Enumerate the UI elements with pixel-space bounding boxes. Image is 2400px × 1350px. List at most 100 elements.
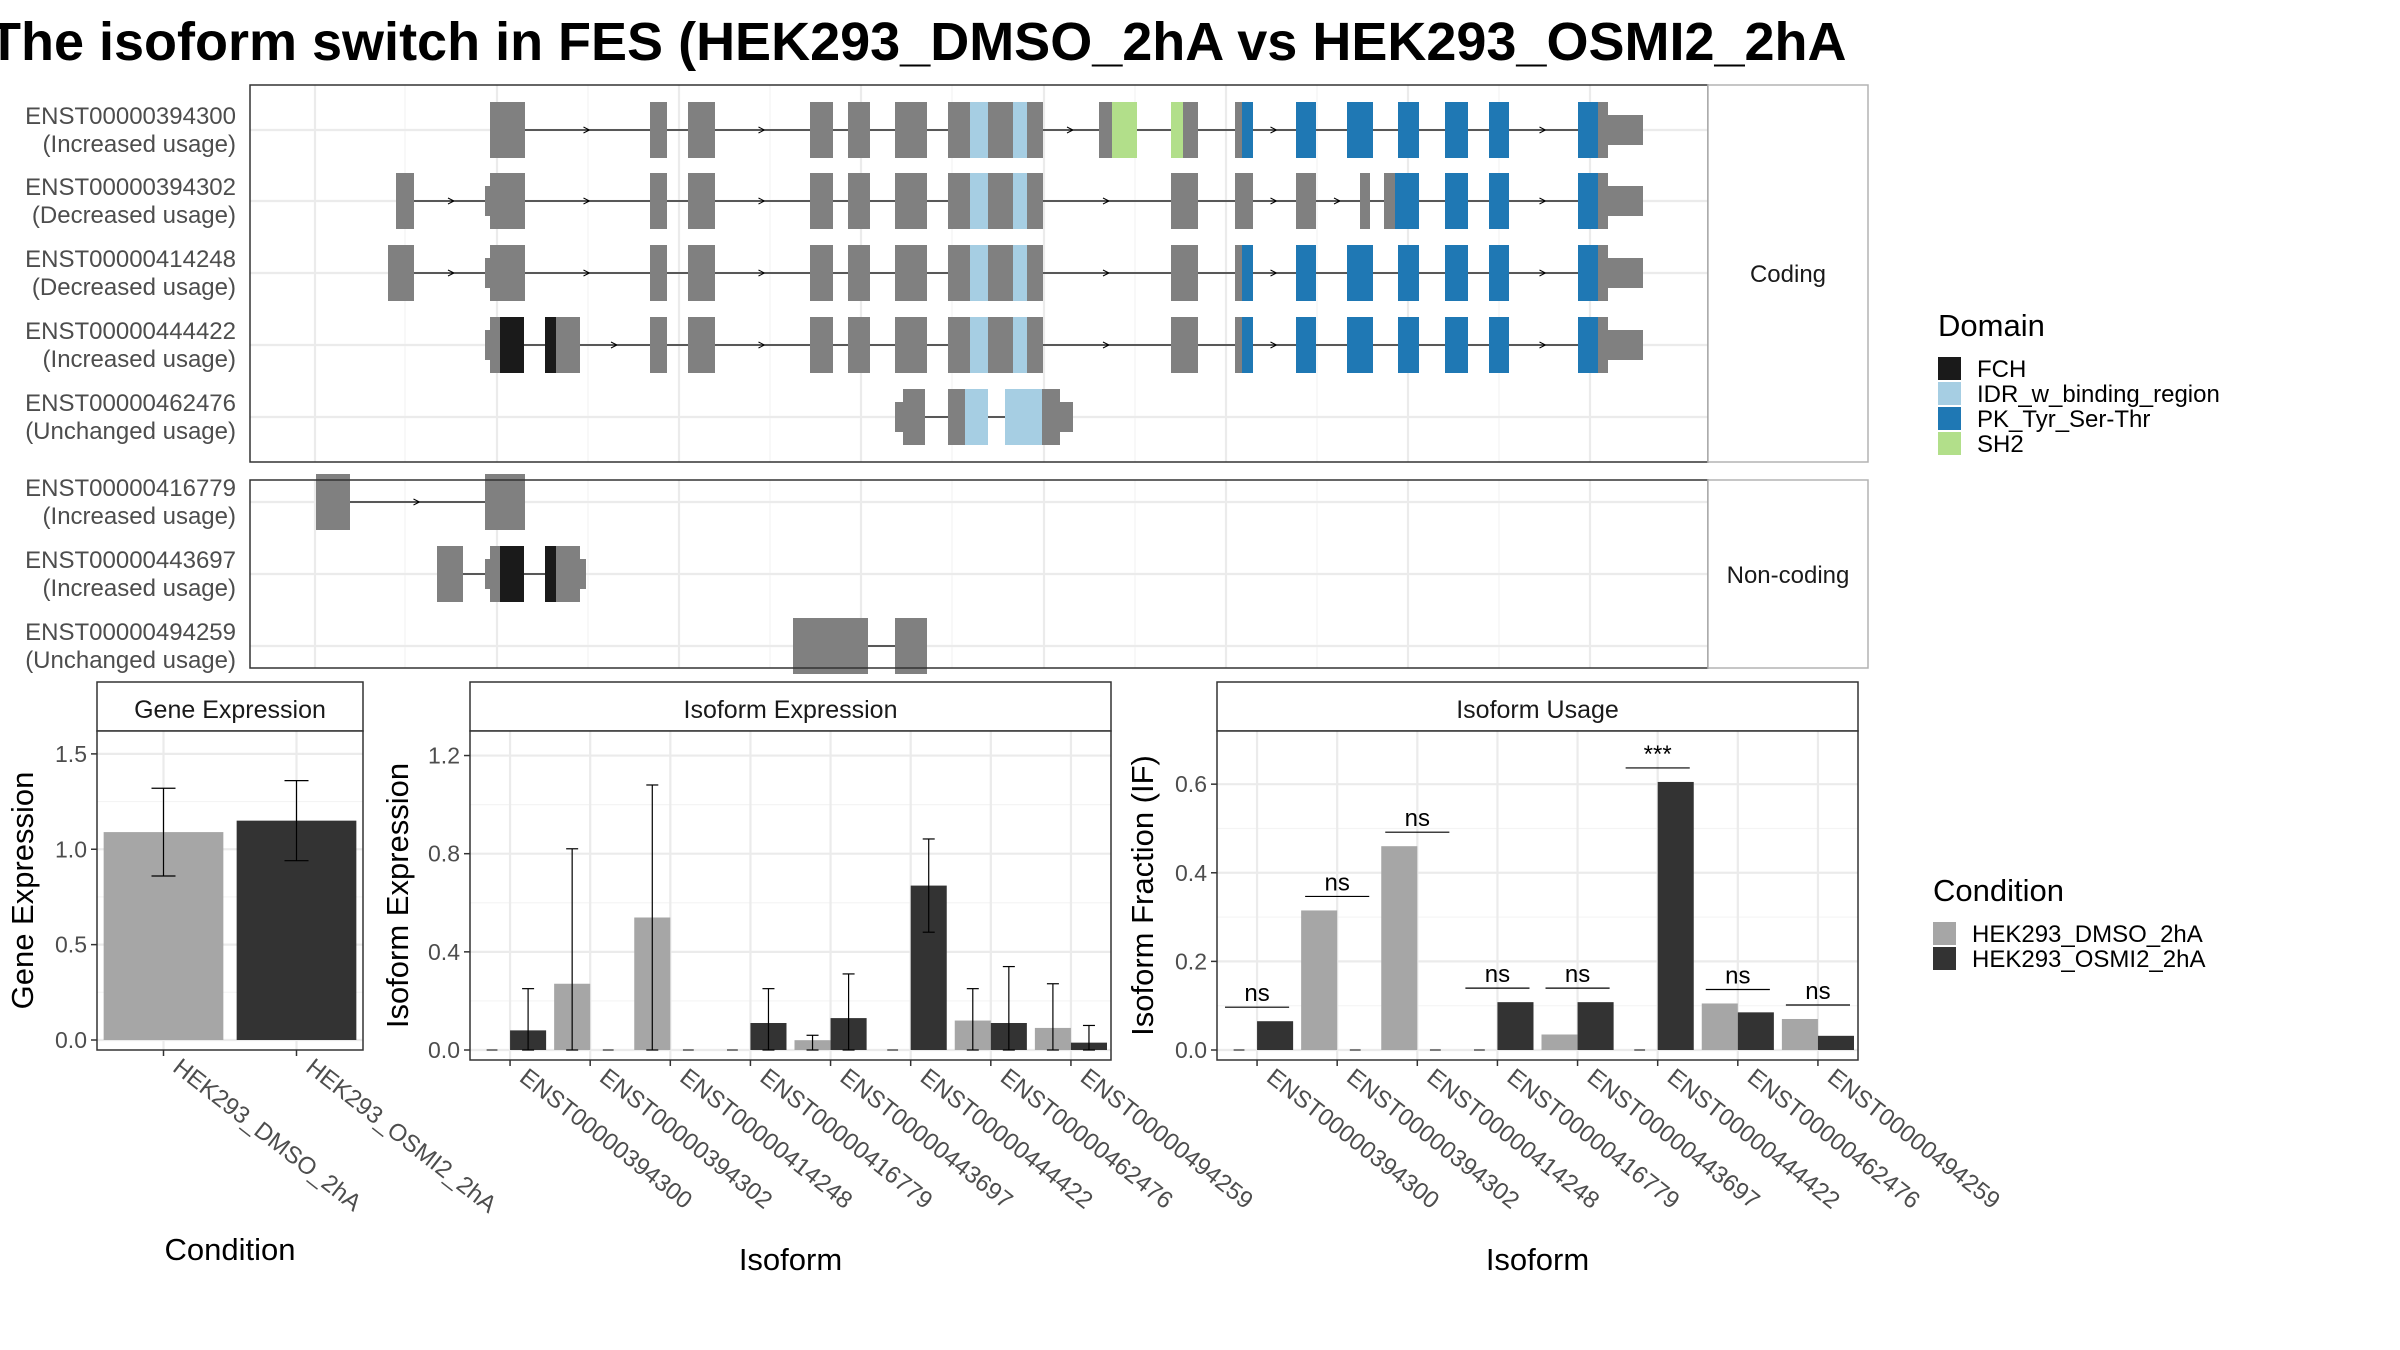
domain-legend-title: Domain: [1938, 308, 2045, 343]
transcript-usage-label: (Decreased usage): [32, 274, 236, 301]
condition-legend-label: HEK293_DMSO_2hA: [1972, 921, 2203, 948]
y-tick-label: 0.0: [1175, 1037, 1207, 1063]
transcript-id-label: ENST00000444422: [25, 318, 236, 345]
exon-block: [1235, 173, 1253, 229]
y-tick-label: 1.2: [428, 743, 460, 769]
exon-block: [650, 245, 667, 301]
domain-legend-key: [1938, 407, 1961, 430]
domain-block: [1013, 102, 1027, 158]
direction-arrow: [1270, 341, 1278, 349]
domain-block: [1489, 173, 1509, 229]
exon-block: [388, 245, 414, 301]
exon-block: [1171, 317, 1198, 373]
domain-block: [1489, 245, 1509, 301]
domain-block: [1013, 245, 1027, 301]
exon-block: [490, 546, 500, 602]
coding-strip-label: Coding: [1750, 261, 1826, 288]
exon-block: [1171, 173, 1198, 229]
utr-block: [1608, 186, 1643, 216]
exon-block: [490, 245, 525, 301]
domain-block: [1445, 245, 1468, 301]
direction-arrow: [1270, 197, 1278, 205]
utr-block: [1608, 330, 1643, 360]
bar: [1381, 846, 1418, 1050]
exon-block: [1598, 317, 1608, 373]
bar: [1257, 1021, 1294, 1050]
utr-block: [1608, 115, 1643, 145]
direction-arrow: [1539, 269, 1547, 277]
panel-strip: [96, 681, 364, 732]
direction-arrow: [1102, 197, 1111, 205]
domain-block: [1296, 317, 1316, 373]
exon-block: [688, 317, 715, 373]
exon-block: [848, 245, 870, 301]
condition-legend-key: [1933, 922, 1956, 945]
domain-block: [1578, 245, 1598, 301]
domain-block: [1242, 245, 1253, 301]
exon-block: [948, 245, 970, 301]
exon-block: [1183, 102, 1198, 158]
significance-label: ns: [1325, 869, 1350, 896]
exon-block: [650, 102, 667, 158]
domain-block: [1296, 102, 1316, 158]
domain-block: [970, 245, 988, 301]
bar: [1781, 1018, 1818, 1050]
transcript-id-label: ENST00000416779: [25, 475, 236, 502]
y-axis-label: Isoform Expression: [380, 763, 415, 1028]
utr-block: [485, 186, 490, 216]
exon-block: [1042, 389, 1060, 445]
domain-block: [1578, 173, 1598, 229]
exon-block: [848, 102, 870, 158]
bar: [1301, 910, 1338, 1050]
exon-block: [316, 474, 350, 530]
exon-block: [988, 245, 1013, 301]
bar: [1577, 1002, 1614, 1050]
exon-block: [1027, 173, 1043, 229]
domain-block: [1445, 102, 1468, 158]
exon-block: [810, 317, 833, 373]
direction-arrow: [583, 269, 591, 277]
utr-block: [1608, 258, 1643, 288]
condition-legend-key: [1933, 947, 1956, 970]
direction-arrow: [1539, 197, 1547, 205]
direction-arrow: [1270, 126, 1278, 134]
exon-block: [988, 173, 1013, 229]
exon-block: [810, 173, 833, 229]
transcript-usage-label: (Unchanged usage): [25, 418, 236, 445]
direction-arrow: [758, 197, 766, 205]
direction-arrow: [447, 197, 456, 205]
transcript-usage-label: (Increased usage): [43, 575, 236, 602]
exon-block: [895, 618, 927, 674]
utr-block: [485, 330, 490, 360]
significance-label: ns: [1805, 978, 1830, 1005]
domain-legend-label: SH2: [1977, 431, 2024, 458]
significance-label: ***: [1644, 741, 1672, 768]
exon-block: [895, 317, 927, 373]
direction-arrow: [610, 341, 619, 349]
figure-title: The isoform switch in FES (HEK293_DMSO_2…: [0, 12, 1847, 72]
bar: [1497, 1002, 1534, 1050]
x-axis-label: Isoform: [739, 1242, 842, 1277]
utr-block: [485, 258, 490, 288]
bar: [1541, 1034, 1578, 1050]
domain-block: [1489, 317, 1509, 373]
domain-block: [1112, 102, 1137, 158]
y-tick-label: 0.4: [428, 939, 460, 965]
domain-legend-label: IDR_w_binding_region: [1977, 381, 2220, 408]
domain-block: [1347, 245, 1373, 301]
direction-arrow: [1539, 341, 1547, 349]
y-tick-label: 1.5: [55, 741, 87, 767]
transcript-id-label: ENST00000462476: [25, 390, 236, 417]
exon-block: [1235, 317, 1242, 373]
domain-block: [1398, 317, 1419, 373]
exon-block: [1027, 317, 1043, 373]
domain-block: [970, 173, 988, 229]
exon-block: [1027, 245, 1043, 301]
y-axis-label: Gene Expression: [5, 772, 40, 1010]
x-axis-label: Condition: [165, 1232, 296, 1267]
direction-arrow: [1102, 269, 1111, 277]
exon-block: [688, 102, 715, 158]
coding-strip: [1707, 84, 1869, 463]
exon-block: [688, 173, 715, 229]
